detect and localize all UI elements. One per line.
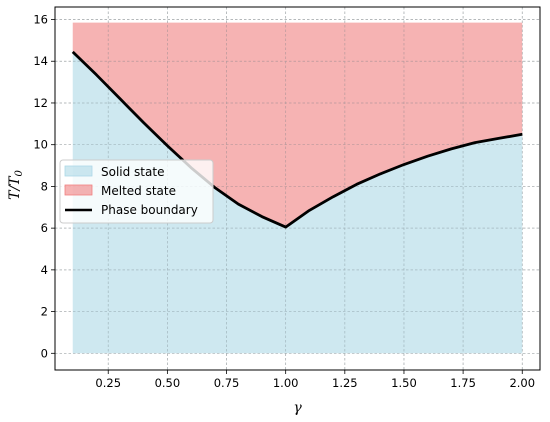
y-tick-label: 4	[41, 263, 48, 277]
y-tick-label: 0	[41, 346, 48, 360]
legend-swatch-solid	[64, 165, 93, 177]
y-tick-label: 8	[41, 179, 48, 193]
y-tick-label: 6	[41, 221, 48, 235]
x-tick-label: 1.25	[332, 376, 358, 390]
x-tick-label: 1.00	[273, 376, 299, 390]
y-tick-label: 14	[33, 54, 48, 68]
y-tick-label: 12	[33, 96, 48, 110]
legend-swatch-melted	[64, 184, 93, 196]
legend-label-solid: Solid state	[101, 165, 164, 179]
y-tick-label: 16	[33, 13, 48, 27]
legend: Solid state Melted state Phase boundary	[59, 159, 214, 224]
y-tick-label: 10	[33, 138, 48, 152]
phase-boundary-line	[71, 50, 523, 229]
plot-frame	[54, 6, 541, 371]
x-tick-label: 2.00	[509, 376, 535, 390]
legend-box	[59, 159, 214, 224]
x-tick-label: 1.50	[391, 376, 417, 390]
x-tick-label: 0.75	[214, 376, 240, 390]
solid-state-area	[72, 51, 523, 354]
x-axis-ticks: 0.25 0.50 0.75 1.00 1.25 1.50 1.75 2.00	[95, 370, 535, 390]
legend-label-melted: Melted state	[101, 184, 176, 198]
x-tick-label: 0.25	[95, 376, 121, 390]
y-tick-label: 2	[41, 305, 48, 319]
y-axis-label: T/T0	[7, 169, 25, 199]
melted-state-area	[72, 22, 523, 228]
x-axis-label: γ	[293, 400, 302, 416]
y-axis-ticks: 0 2 4 6 8 10 12 14 16	[33, 13, 55, 360]
x-tick-label: 0.50	[155, 376, 181, 390]
x-tick-label: 1.75	[450, 376, 476, 390]
legend-label-boundary: Phase boundary	[101, 203, 198, 217]
